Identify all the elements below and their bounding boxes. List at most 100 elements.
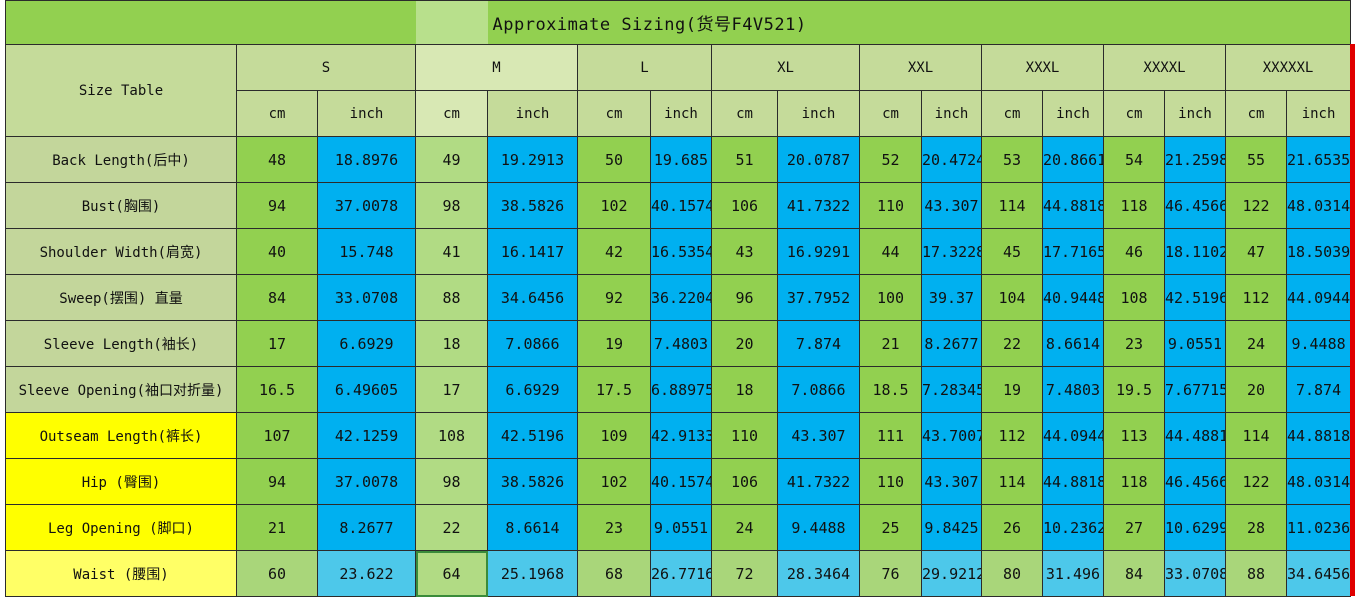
cell-inch[interactable]: 38.5826 [487, 458, 578, 505]
cell-inch[interactable]: 15.748 [317, 228, 416, 275]
cell-inch[interactable]: 23.622 [317, 550, 416, 597]
cell-cm[interactable]: 22 [415, 504, 488, 551]
cell-cm[interactable]: 26 [981, 504, 1043, 551]
cell-inch[interactable]: 40.1574 [650, 182, 712, 229]
cell-cm[interactable]: 19 [981, 366, 1043, 413]
cell-inch[interactable]: 25.1968 [487, 550, 578, 597]
cell-cm[interactable]: 76 [859, 550, 922, 597]
cell-inch[interactable]: 41.7322 [777, 458, 860, 505]
cell-cm[interactable]: 16.5 [236, 366, 318, 413]
cell-inch[interactable]: 8.6614 [487, 504, 578, 551]
cell-inch[interactable]: 37.0078 [317, 182, 416, 229]
cell-cm[interactable]: 114 [981, 458, 1043, 505]
cell-inch[interactable]: 16.1417 [487, 228, 578, 275]
cell-cm[interactable]: 60 [236, 550, 318, 597]
cell-inch[interactable]: 21.2598 [1164, 136, 1226, 183]
cell-inch[interactable]: 48.0314 [1285, 458, 1352, 505]
cell-cm[interactable]: 88 [1225, 550, 1287, 597]
cell-inch[interactable]: 9.0551 [1164, 320, 1226, 367]
cell-cm[interactable]: 21 [236, 504, 318, 551]
cell-cm[interactable]: 23 [1103, 320, 1165, 367]
cell-inch[interactable]: 43.7007 [921, 412, 982, 459]
cell-cm[interactable]: 55 [1225, 136, 1287, 183]
cell-cm[interactable]: 42 [577, 228, 651, 275]
cell-cm[interactable]: 18.5 [859, 366, 922, 413]
cell-cm[interactable]: 51 [711, 136, 778, 183]
cell-inch[interactable]: 18.1102 [1164, 228, 1226, 275]
cell-cm[interactable]: 110 [859, 182, 922, 229]
cell-inch[interactable]: 36.2204 [650, 274, 712, 321]
cell-inch[interactable]: 40.9448 [1042, 274, 1104, 321]
cell-cm[interactable]: 50 [577, 136, 651, 183]
cell-cm[interactable]: 84 [1103, 550, 1165, 597]
cell-inch[interactable]: 6.6929 [487, 366, 578, 413]
cell-inch[interactable]: 37.7952 [777, 274, 860, 321]
cell-inch[interactable]: 6.88975 [650, 366, 712, 413]
cell-inch[interactable]: 17.7165 [1042, 228, 1104, 275]
cell-inch[interactable]: 8.2677 [317, 504, 416, 551]
cell-inch[interactable]: 8.2677 [921, 320, 982, 367]
cell-inch[interactable]: 9.8425 [921, 504, 982, 551]
cell-cm[interactable]: 102 [577, 458, 651, 505]
cell-cm[interactable]: 94 [236, 182, 318, 229]
cell-inch[interactable]: 17.3228 [921, 228, 982, 275]
cell-inch[interactable]: 19.2913 [487, 136, 578, 183]
cell-cm[interactable]: 88 [415, 274, 488, 321]
cell-inch[interactable]: 33.0708 [1164, 550, 1226, 597]
cell-inch[interactable]: 6.49605 [317, 366, 416, 413]
cell-cm[interactable]: 80 [981, 550, 1043, 597]
cell-inch[interactable]: 7.4803 [650, 320, 712, 367]
cell-cm[interactable]: 64 [415, 550, 488, 597]
cell-inch[interactable]: 9.0551 [650, 504, 712, 551]
cell-inch[interactable]: 44.0944 [1042, 412, 1104, 459]
cell-inch[interactable]: 28.3464 [777, 550, 860, 597]
cell-cm[interactable]: 102 [577, 182, 651, 229]
cell-inch[interactable]: 10.2362 [1042, 504, 1104, 551]
cell-inch[interactable]: 34.6456 [487, 274, 578, 321]
cell-inch[interactable]: 44.4881 [1164, 412, 1226, 459]
cell-cm[interactable]: 54 [1103, 136, 1165, 183]
cell-inch[interactable]: 29.9212 [921, 550, 982, 597]
cell-cm[interactable]: 23 [577, 504, 651, 551]
cell-inch[interactable]: 9.4488 [1285, 320, 1352, 367]
cell-inch[interactable]: 20.8661 [1042, 136, 1104, 183]
cell-cm[interactable]: 17 [415, 366, 488, 413]
cell-cm[interactable]: 21 [859, 320, 922, 367]
cell-cm[interactable]: 45 [981, 228, 1043, 275]
cell-inch[interactable]: 7.874 [777, 320, 860, 367]
cell-inch[interactable]: 7.0866 [487, 320, 578, 367]
cell-inch[interactable]: 44.8818 [1285, 412, 1352, 459]
cell-cm[interactable]: 20 [1225, 366, 1287, 413]
cell-inch[interactable]: 41.7322 [777, 182, 860, 229]
cell-inch[interactable]: 19.685 [650, 136, 712, 183]
cell-inch[interactable]: 46.4566 [1164, 182, 1226, 229]
cell-inch[interactable]: 20.4724 [921, 136, 982, 183]
cell-cm[interactable]: 44 [859, 228, 922, 275]
cell-inch[interactable]: 34.6456 [1285, 550, 1352, 597]
cell-cm[interactable]: 112 [981, 412, 1043, 459]
cell-cm[interactable]: 118 [1103, 458, 1165, 505]
cell-inch[interactable]: 43.307 [921, 458, 982, 505]
cell-inch[interactable]: 18.5039 [1285, 228, 1352, 275]
cell-cm[interactable]: 118 [1103, 182, 1165, 229]
cell-cm[interactable]: 92 [577, 274, 651, 321]
cell-cm[interactable]: 68 [577, 550, 651, 597]
cell-cm[interactable]: 110 [859, 458, 922, 505]
cell-cm[interactable]: 48 [236, 136, 318, 183]
cell-cm[interactable]: 27 [1103, 504, 1165, 551]
cell-cm[interactable]: 113 [1103, 412, 1165, 459]
cell-cm[interactable]: 98 [415, 182, 488, 229]
cell-cm[interactable]: 114 [1225, 412, 1287, 459]
cell-inch[interactable]: 40.1574 [650, 458, 712, 505]
cell-cm[interactable]: 20 [711, 320, 778, 367]
cell-cm[interactable]: 43 [711, 228, 778, 275]
cell-cm[interactable]: 104 [981, 274, 1043, 321]
cell-inch[interactable]: 44.8818 [1042, 182, 1104, 229]
cell-inch[interactable]: 37.0078 [317, 458, 416, 505]
cell-inch[interactable]: 7.67715 [1164, 366, 1226, 413]
cell-inch[interactable]: 18.8976 [317, 136, 416, 183]
cell-inch[interactable]: 6.6929 [317, 320, 416, 367]
cell-cm[interactable]: 108 [1103, 274, 1165, 321]
cell-cm[interactable]: 98 [415, 458, 488, 505]
cell-inch[interactable]: 26.7716 [650, 550, 712, 597]
